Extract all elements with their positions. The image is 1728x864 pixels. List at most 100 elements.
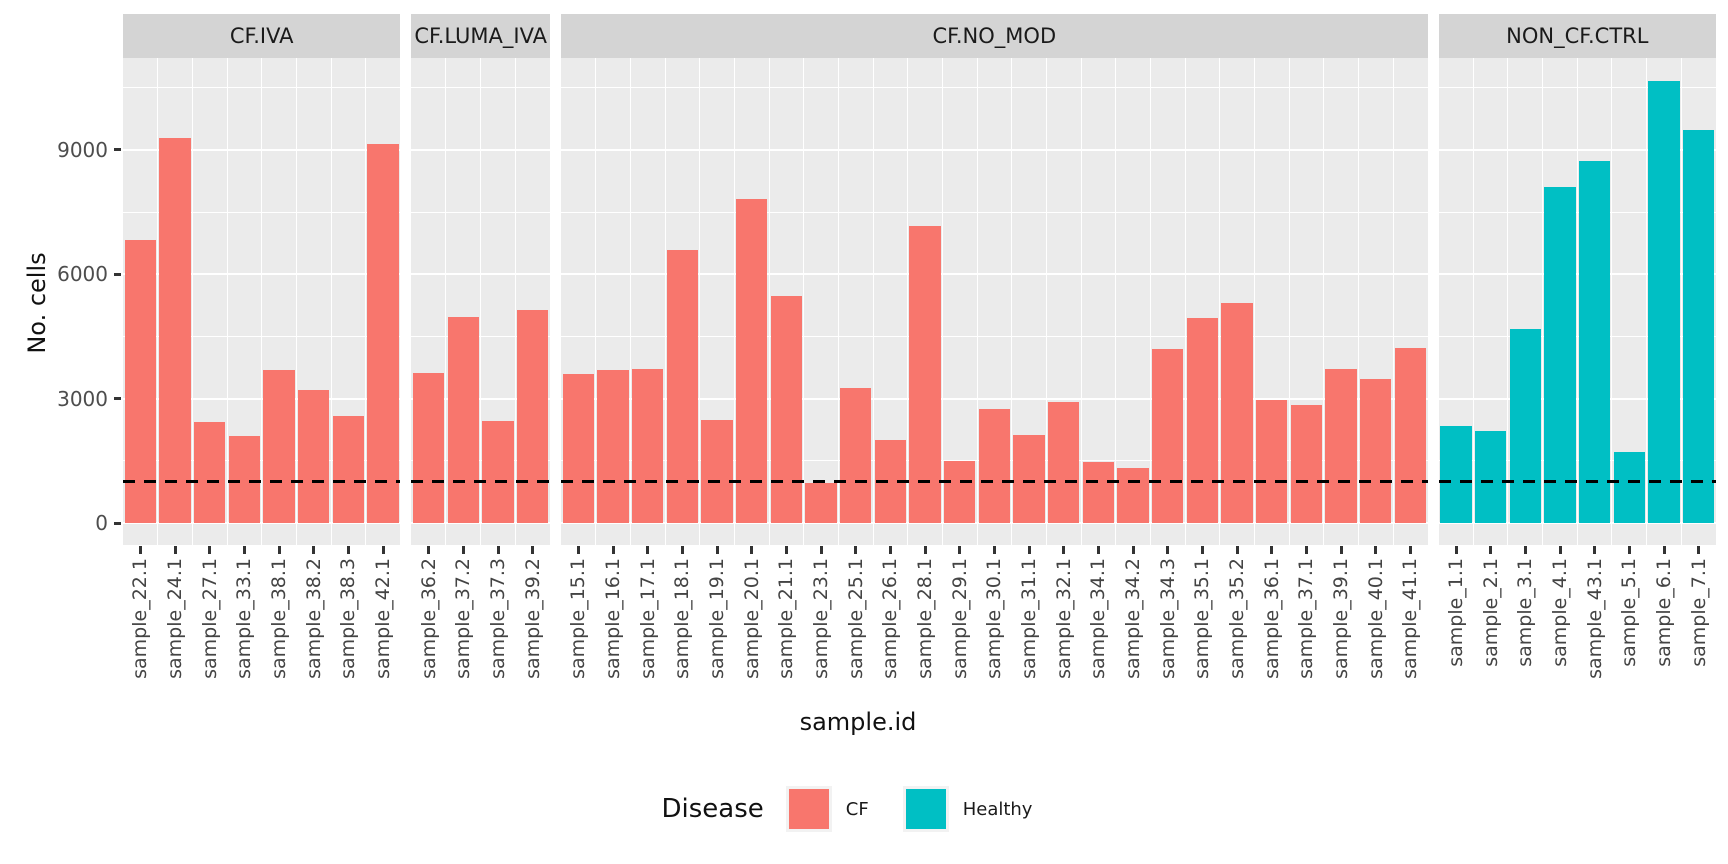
x-tick-mark xyxy=(576,546,580,554)
legend-label-CF: CF xyxy=(845,798,869,820)
minor-gridline xyxy=(561,211,1428,213)
x-tick-mark xyxy=(312,546,316,554)
y-tick-label: 9000 xyxy=(57,137,108,162)
x-tick-mark xyxy=(1027,546,1031,554)
x-tick-mark xyxy=(1593,546,1597,554)
bar-sample_25.1 xyxy=(840,388,872,523)
x-tick-label: sample_43.1 xyxy=(1583,558,1606,679)
bar-sample_3.1 xyxy=(1509,328,1541,523)
x-tick-label: sample_38.2 xyxy=(302,558,325,679)
reference-dashed-line xyxy=(411,480,550,484)
vertical-gridline xyxy=(768,58,770,545)
facet-panel-CF.LUMA_IVA xyxy=(411,58,550,545)
y-tick-label: 0 xyxy=(95,511,108,535)
bar-sample_18.1 xyxy=(666,250,698,523)
vertical-gridline xyxy=(1646,58,1648,545)
bar-sample_34.1 xyxy=(1082,462,1114,523)
bar-sample_6.1 xyxy=(1648,80,1680,523)
vertical-gridline xyxy=(445,58,447,545)
y-tick-mark xyxy=(114,521,121,525)
vertical-gridline xyxy=(664,58,666,545)
vertical-gridline xyxy=(365,58,367,545)
x-tick-mark xyxy=(1096,546,1100,554)
facet-panel-CF.NO_MOD xyxy=(561,58,1428,545)
x-tick-label: sample_39.1 xyxy=(1330,558,1352,679)
x-tick-label: sample_36.1 xyxy=(1260,558,1283,679)
x-tick-label: sample_3.1 xyxy=(1514,558,1537,667)
reference-dashed-line xyxy=(123,480,401,484)
x-tick-label: sample_7.1 xyxy=(1687,558,1710,667)
x-tick-label: sample_4.1 xyxy=(1549,558,1571,667)
vertical-gridline xyxy=(1184,58,1186,545)
x-tick-mark xyxy=(1200,546,1204,554)
x-tick-mark xyxy=(277,546,281,554)
x-tick-mark xyxy=(646,546,650,554)
bar-sample_7.1 xyxy=(1683,130,1715,523)
legend-items: CF Healthy xyxy=(785,786,1067,832)
x-tick-label: sample_39.2 xyxy=(521,558,544,679)
x-tick-mark xyxy=(242,546,246,554)
vertical-gridline xyxy=(261,58,263,545)
bar-sample_37.3 xyxy=(482,421,514,523)
x-tick-mark xyxy=(1454,546,1458,554)
x-tick-label: sample_5.1 xyxy=(1618,558,1641,667)
x-tick-label: sample_20.1 xyxy=(740,558,763,679)
x-tick-label: sample_38.3 xyxy=(337,558,360,679)
x-tick-mark xyxy=(496,546,500,554)
vertical-gridline xyxy=(699,58,701,545)
vertical-gridline xyxy=(1219,58,1221,545)
x-tick-mark xyxy=(1235,546,1239,554)
bar-sample_36.2 xyxy=(413,372,445,523)
bar-sample_5.1 xyxy=(1613,451,1645,523)
vertical-gridline xyxy=(157,58,159,545)
bar-sample_42.1 xyxy=(367,144,399,523)
x-tick-label: sample_36.2 xyxy=(417,558,440,679)
bar-sample_39.2 xyxy=(517,309,549,523)
bar-sample_15.1 xyxy=(562,374,594,523)
y-tick-label: 3000 xyxy=(57,386,108,411)
x-tick-label: sample_38.1 xyxy=(268,558,290,679)
x-tick-mark xyxy=(1166,546,1170,554)
x-tick-mark xyxy=(715,546,719,554)
vertical-gridline xyxy=(191,58,193,545)
x-tick-mark xyxy=(1408,546,1412,554)
x-tick-label: sample_27.1 xyxy=(198,558,221,679)
y-tick-mark xyxy=(114,148,121,152)
vertical-gridline xyxy=(941,58,943,545)
reference-dashed-line xyxy=(561,480,1428,484)
vertical-gridline xyxy=(1045,58,1047,545)
bar-sample_19.1 xyxy=(701,420,733,523)
x-tick-label: sample_21.1 xyxy=(775,558,798,679)
x-tick-label: sample_40.1 xyxy=(1364,558,1387,679)
x-tick-label: sample_22.1 xyxy=(129,558,152,679)
x-tick-label: sample_2.1 xyxy=(1479,558,1502,667)
vertical-gridline xyxy=(595,58,597,545)
facet-panel-CF.IVA xyxy=(123,58,401,545)
x-tick-label: sample_26.1 xyxy=(879,558,902,679)
x-tick-mark xyxy=(958,546,962,554)
vertical-gridline xyxy=(514,58,516,545)
legend-swatch-Healthy xyxy=(905,789,946,829)
facet-strip-CF.NO_MOD: CF.NO_MOD xyxy=(561,14,1428,58)
vertical-gridline xyxy=(1472,58,1474,545)
x-tick-mark xyxy=(1627,546,1631,554)
x-tick-mark xyxy=(1558,546,1562,554)
x-tick-label: sample_30.1 xyxy=(983,558,1006,679)
major-gridline xyxy=(561,273,1428,276)
x-tick-label: sample_16.1 xyxy=(602,558,624,679)
x-tick-label: sample_37.3 xyxy=(487,558,509,679)
x-tick-mark xyxy=(1270,546,1274,554)
vertical-gridline xyxy=(1392,58,1394,545)
x-tick-mark xyxy=(784,546,788,554)
x-tick-mark xyxy=(1697,546,1701,554)
x-tick-mark xyxy=(854,546,858,554)
vertical-gridline xyxy=(226,58,228,545)
bar-sample_4.1 xyxy=(1544,187,1576,523)
x-axis-title: sample.id xyxy=(799,708,917,736)
legend: Disease CF Healthy xyxy=(0,783,1728,835)
x-tick-mark xyxy=(1489,546,1493,554)
bar-sample_33.1 xyxy=(228,435,260,523)
x-tick-label: sample_33.1 xyxy=(233,558,256,679)
x-tick-mark xyxy=(888,546,892,554)
y-axis-title: No. cells xyxy=(23,252,51,354)
